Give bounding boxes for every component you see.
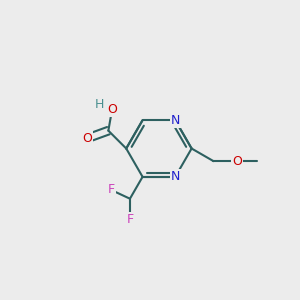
Text: O: O bbox=[82, 132, 92, 145]
Text: N: N bbox=[171, 114, 180, 127]
Text: O: O bbox=[232, 154, 242, 168]
Text: O: O bbox=[107, 103, 117, 116]
Text: F: F bbox=[126, 213, 134, 226]
Text: F: F bbox=[107, 183, 115, 196]
Text: N: N bbox=[171, 170, 180, 183]
Text: H: H bbox=[95, 98, 104, 111]
